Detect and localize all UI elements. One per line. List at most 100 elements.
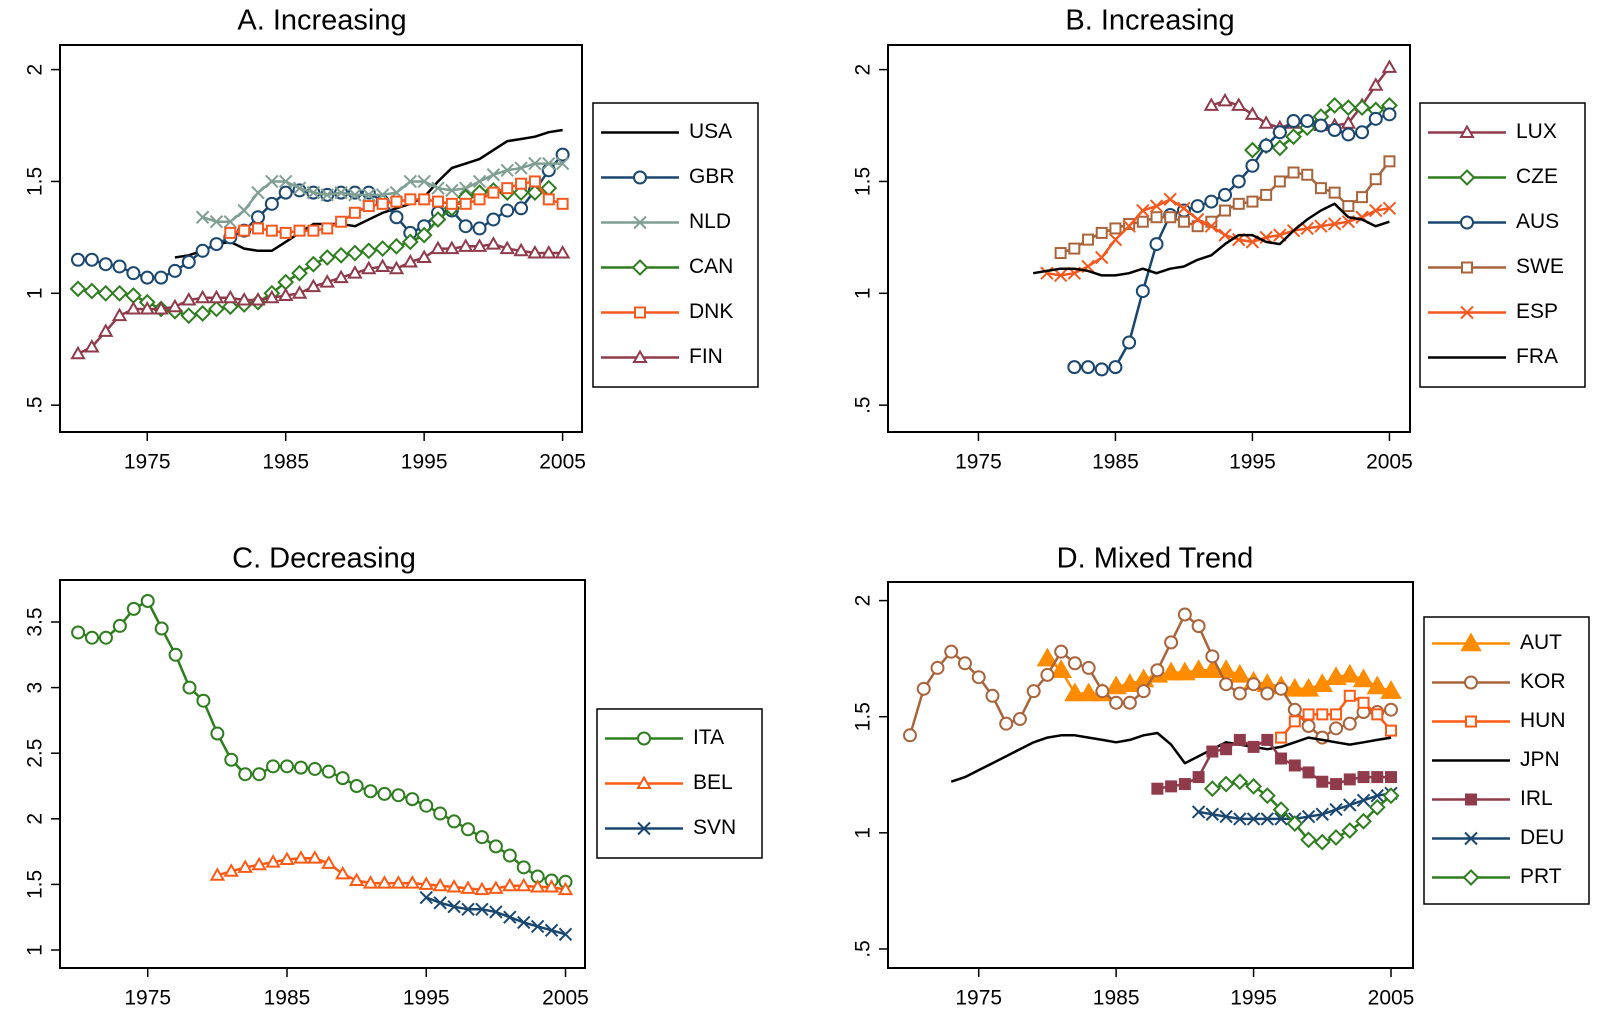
marker <box>1187 659 1210 679</box>
marker <box>1136 203 1150 218</box>
legend-marker <box>633 170 647 185</box>
marker <box>182 680 197 695</box>
marker <box>1160 661 1182 681</box>
marker <box>1357 696 1370 709</box>
marker <box>1217 92 1233 107</box>
series-line <box>174 128 563 259</box>
marker <box>1342 200 1355 213</box>
legend-marker <box>1465 793 1477 806</box>
marker <box>1217 775 1235 793</box>
marker <box>1258 115 1274 129</box>
legend-marker <box>1458 169 1476 186</box>
marker <box>418 876 434 890</box>
legend-marker <box>1462 869 1480 886</box>
marker <box>1244 141 1261 159</box>
x-tick-label: 2005 <box>1366 451 1413 474</box>
marker <box>278 174 293 189</box>
marker <box>307 850 323 864</box>
marker <box>348 206 361 219</box>
marker <box>1343 689 1356 702</box>
marker <box>1258 787 1276 805</box>
legend-label: DEU <box>1520 826 1564 849</box>
marker <box>195 210 210 224</box>
marker <box>1190 212 1205 227</box>
y-tick-label: 3.5 <box>24 607 47 636</box>
marker <box>1301 168 1314 181</box>
marker <box>1218 187 1233 202</box>
marker <box>1385 771 1398 784</box>
marker <box>1327 829 1345 846</box>
marker <box>541 163 556 178</box>
marker <box>1381 59 1398 73</box>
y-tick-label: 2 <box>852 64 875 76</box>
marker <box>224 752 239 767</box>
marker <box>1191 220 1204 233</box>
legend-label: USA <box>689 120 732 143</box>
marker <box>528 175 541 188</box>
marker <box>499 240 515 255</box>
legend-marker <box>1464 831 1478 846</box>
marker <box>1178 778 1191 791</box>
marker <box>1356 793 1371 808</box>
legend-label: ESP <box>1516 300 1558 323</box>
marker <box>503 910 517 924</box>
marker <box>1203 780 1221 798</box>
marker <box>1192 771 1205 784</box>
marker <box>277 287 294 302</box>
marker <box>1245 158 1260 173</box>
marker <box>502 848 517 863</box>
marker <box>83 282 101 300</box>
marker <box>489 905 503 919</box>
y-tick-label: 1.5 <box>24 167 47 196</box>
marker <box>541 245 557 259</box>
marker <box>916 681 931 696</box>
marker <box>209 215 224 229</box>
marker <box>402 253 419 268</box>
marker <box>1163 192 1177 207</box>
marker <box>362 875 379 889</box>
marker <box>1232 686 1247 701</box>
marker <box>1026 684 1041 699</box>
marker <box>126 266 141 281</box>
marker <box>1343 773 1356 786</box>
marker <box>445 197 458 210</box>
marker <box>1369 203 1383 218</box>
marker <box>1244 106 1261 120</box>
marker <box>1286 114 1301 129</box>
marker <box>278 185 293 200</box>
marker <box>474 830 489 845</box>
marker <box>1284 677 1306 697</box>
marker <box>1149 199 1164 213</box>
marker <box>279 226 292 239</box>
marker <box>251 856 267 871</box>
marker <box>266 759 281 774</box>
y-tick-label: .5 <box>852 396 875 414</box>
plot-frame <box>59 44 583 433</box>
x-tick-label: 2005 <box>542 987 589 1010</box>
marker <box>1205 649 1220 664</box>
marker <box>461 902 475 917</box>
y-tick-label: 1.5 <box>24 870 47 899</box>
marker <box>319 274 335 288</box>
marker <box>458 181 473 195</box>
marker <box>346 244 364 262</box>
marker <box>374 240 392 257</box>
marker <box>514 201 529 216</box>
legend-label: AUS <box>1516 210 1559 233</box>
y-tick-label: 2 <box>24 64 47 76</box>
marker <box>264 196 279 211</box>
marker <box>1122 695 1137 710</box>
marker <box>376 197 389 210</box>
marker <box>71 625 86 640</box>
y-tick-label: 1 <box>852 287 875 299</box>
marker <box>349 779 364 794</box>
marker <box>529 879 546 893</box>
marker <box>1341 822 1359 839</box>
marker <box>1040 667 1055 682</box>
marker <box>237 203 251 218</box>
legend-marker <box>636 775 652 789</box>
marker <box>1302 708 1315 721</box>
marker <box>445 183 459 198</box>
marker <box>140 593 155 608</box>
marker <box>1233 733 1246 746</box>
